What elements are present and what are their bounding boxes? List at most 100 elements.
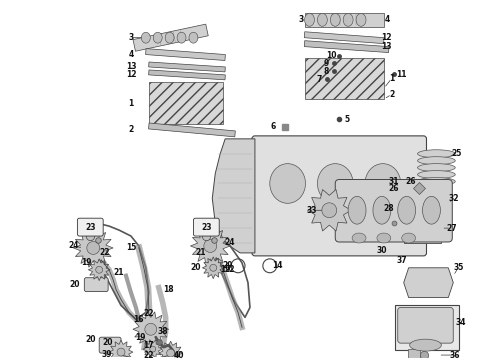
- Polygon shape: [133, 24, 208, 51]
- Text: 19: 19: [136, 333, 146, 342]
- Ellipse shape: [304, 13, 315, 26]
- Text: 22: 22: [144, 309, 154, 318]
- Text: 3: 3: [299, 15, 304, 24]
- Ellipse shape: [145, 323, 157, 335]
- Ellipse shape: [417, 171, 455, 179]
- Polygon shape: [308, 189, 351, 231]
- FancyBboxPatch shape: [77, 218, 103, 236]
- Ellipse shape: [189, 32, 198, 43]
- Ellipse shape: [204, 239, 217, 252]
- Polygon shape: [404, 268, 453, 297]
- Text: 38: 38: [157, 327, 168, 336]
- Bar: [149, 82, 223, 124]
- Ellipse shape: [150, 346, 156, 352]
- Text: 16: 16: [134, 315, 144, 324]
- Ellipse shape: [318, 13, 327, 26]
- Text: 30: 30: [377, 246, 387, 255]
- Polygon shape: [212, 139, 255, 253]
- Text: 32: 32: [448, 194, 459, 203]
- Text: 25: 25: [451, 149, 462, 158]
- Text: 11: 11: [396, 70, 407, 79]
- Polygon shape: [159, 341, 182, 360]
- Text: 37: 37: [396, 256, 407, 265]
- Text: 13: 13: [126, 62, 136, 71]
- Ellipse shape: [402, 233, 416, 243]
- Text: 39: 39: [102, 350, 112, 359]
- FancyBboxPatch shape: [99, 337, 121, 353]
- Polygon shape: [109, 340, 133, 360]
- Text: 33: 33: [306, 206, 317, 215]
- Text: 28: 28: [384, 204, 394, 213]
- Text: 8: 8: [323, 67, 329, 76]
- Text: 7: 7: [317, 75, 322, 84]
- Text: 22: 22: [99, 248, 109, 257]
- Polygon shape: [148, 123, 235, 137]
- Ellipse shape: [322, 203, 337, 218]
- Text: 35: 35: [453, 263, 464, 272]
- Ellipse shape: [330, 13, 340, 26]
- Text: 26: 26: [389, 184, 399, 193]
- Ellipse shape: [141, 32, 150, 43]
- Ellipse shape: [153, 32, 162, 43]
- Ellipse shape: [270, 164, 305, 203]
- Text: 26: 26: [405, 177, 416, 186]
- Text: 24: 24: [225, 238, 235, 247]
- Bar: [404, 213, 441, 243]
- Text: 27: 27: [446, 224, 457, 233]
- Polygon shape: [304, 41, 389, 53]
- Text: 19: 19: [81, 258, 92, 267]
- Ellipse shape: [373, 196, 391, 224]
- Polygon shape: [304, 32, 384, 44]
- Ellipse shape: [417, 157, 455, 165]
- Ellipse shape: [348, 196, 366, 224]
- Text: 6: 6: [270, 122, 275, 131]
- Ellipse shape: [177, 32, 186, 43]
- Text: 40: 40: [173, 351, 184, 360]
- Polygon shape: [148, 70, 225, 80]
- Text: 20: 20: [69, 280, 80, 289]
- Ellipse shape: [422, 196, 441, 224]
- Ellipse shape: [356, 13, 366, 26]
- Text: 4: 4: [384, 15, 390, 24]
- Text: 3: 3: [128, 33, 134, 42]
- Text: 1: 1: [128, 99, 134, 108]
- Text: 20: 20: [85, 335, 96, 344]
- Ellipse shape: [167, 349, 174, 357]
- Ellipse shape: [165, 32, 174, 43]
- Text: 24: 24: [68, 242, 79, 251]
- Ellipse shape: [210, 264, 217, 271]
- Text: 12: 12: [126, 70, 136, 79]
- FancyBboxPatch shape: [194, 218, 219, 236]
- Text: 29: 29: [222, 261, 232, 270]
- FancyBboxPatch shape: [335, 180, 452, 242]
- Text: 23: 23: [201, 222, 212, 231]
- Text: 18: 18: [163, 285, 174, 294]
- Polygon shape: [202, 257, 224, 279]
- Ellipse shape: [87, 242, 99, 255]
- Ellipse shape: [417, 150, 455, 158]
- Text: 20: 20: [190, 263, 201, 272]
- Ellipse shape: [417, 164, 455, 172]
- Ellipse shape: [365, 164, 401, 203]
- Text: 20: 20: [102, 338, 112, 347]
- Text: 21: 21: [114, 268, 124, 277]
- Text: 22: 22: [144, 351, 154, 360]
- Ellipse shape: [318, 164, 353, 203]
- Polygon shape: [304, 13, 384, 27]
- Polygon shape: [143, 340, 163, 359]
- Text: 19: 19: [220, 265, 230, 274]
- Text: 9: 9: [324, 59, 329, 68]
- Text: 13: 13: [382, 42, 392, 51]
- Text: 10: 10: [326, 51, 337, 60]
- Ellipse shape: [96, 266, 103, 273]
- Ellipse shape: [343, 13, 353, 26]
- Text: 5: 5: [344, 114, 350, 123]
- Polygon shape: [74, 229, 113, 267]
- Text: 2: 2: [389, 90, 394, 99]
- Polygon shape: [191, 227, 230, 265]
- Text: 34: 34: [456, 318, 466, 327]
- Text: 23: 23: [85, 222, 96, 231]
- Text: 31: 31: [389, 177, 399, 186]
- Polygon shape: [133, 312, 169, 347]
- Text: 36: 36: [450, 351, 461, 360]
